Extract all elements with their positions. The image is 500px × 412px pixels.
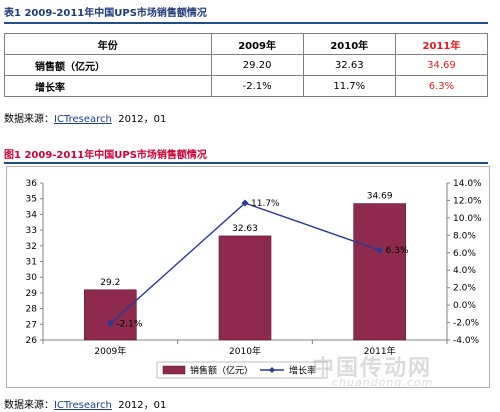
figure-top-rule bbox=[4, 162, 488, 164]
watermark-logo: 中国传动网 chuandong.com bbox=[312, 350, 492, 390]
table-cell: -2.1% bbox=[210, 75, 304, 97]
legend-bar-label: 销售额（亿元） bbox=[190, 365, 253, 377]
table-header-cell: 年份 bbox=[4, 33, 212, 55]
y-left-tick-label: 30 bbox=[26, 273, 38, 283]
bar-data-label: 34.69 bbox=[367, 192, 393, 202]
line-data-label: 6.3% bbox=[386, 246, 409, 256]
y-right-tick-label: 8.0% bbox=[453, 231, 476, 241]
y-left-tick-label: 35 bbox=[26, 195, 37, 205]
chart-frame: 26 27 28 29 30 31 32 33 34 35 36 -4.0% -2.0% 0.0% 2.0%… bbox=[6, 166, 490, 388]
table-cell: 32.63 bbox=[302, 54, 396, 76]
sales-growth-chart: 26 27 28 29 30 31 32 33 34 35 36 -4.0% -2.0% 0.0% 2.0%… bbox=[26, 179, 482, 379]
legend-line-label: 增长率 bbox=[289, 365, 316, 377]
table-row-label: 增长率 bbox=[4, 75, 212, 97]
y-left-tick-label: 28 bbox=[26, 305, 38, 315]
table-header-row: 年份 2009年 2010年 2011年 bbox=[4, 33, 489, 55]
table-row-label: 销售额（亿元） bbox=[4, 54, 212, 76]
growth-point bbox=[376, 246, 384, 254]
y-right-tick-label: 6.0% bbox=[453, 249, 476, 259]
y-left-tick-label: 26 bbox=[26, 336, 38, 346]
source-org: ICTresearch bbox=[54, 400, 112, 411]
source-date: 2012，01 bbox=[118, 114, 167, 125]
y-right-tick-label: 2.0% bbox=[453, 284, 476, 294]
table-header-cell: 2009年 bbox=[210, 33, 304, 55]
y-left-tick-label: 29 bbox=[26, 289, 38, 299]
source-prefix: 数据来源： bbox=[4, 400, 54, 411]
table-top-rule bbox=[4, 22, 488, 24]
bar bbox=[218, 235, 272, 341]
y-left-tick-label: 32 bbox=[26, 242, 37, 252]
sales-table: 年份 2009年 2010年 2011年 销售额（亿元） 29.20 32.63… bbox=[4, 33, 489, 97]
legend-line-marker bbox=[269, 367, 275, 373]
x-tick-label: 2011年 bbox=[364, 345, 396, 357]
bar bbox=[353, 203, 406, 341]
source-org: ICTresearch bbox=[54, 114, 112, 125]
y-right-tick-label: 10.0% bbox=[453, 214, 482, 224]
y-left-tick-label: 31 bbox=[26, 258, 37, 268]
watermark-text: 中国传动网 bbox=[312, 356, 433, 381]
y-right-tick-label: -4.0% bbox=[453, 336, 480, 346]
y-right-tick-label: -2.0% bbox=[453, 319, 480, 329]
y-left-tick-label: 33 bbox=[26, 226, 37, 236]
bar-data-label: 32.63 bbox=[232, 224, 258, 234]
figure-source: 数据来源：ICTresearch 2012，01 bbox=[4, 396, 166, 411]
figure-caption: 图1 2009-2011年中国UPS市场销售额情况 bbox=[4, 150, 207, 161]
table-source: 数据来源：ICTresearch 2012，01 bbox=[4, 110, 166, 125]
watermark-url: chuandong.com bbox=[332, 376, 434, 389]
table-header-cell: 2011年 bbox=[394, 33, 489, 55]
table-row: 增长率 -2.1% 11.7% 6.3% bbox=[4, 75, 489, 97]
y-right-tick-label: 12.0% bbox=[453, 196, 482, 206]
y-left-tick-label: 27 bbox=[26, 320, 37, 330]
table-header-cell: 2010年 bbox=[302, 33, 396, 55]
y-left-tick-label: 36 bbox=[26, 179, 38, 189]
y-right-tick-label: 4.0% bbox=[453, 266, 476, 276]
y-left-tick-label: 34 bbox=[26, 210, 38, 220]
legend-box bbox=[156, 361, 328, 379]
table-cell: 11.7% bbox=[302, 75, 396, 97]
line-data-label: -2.1% bbox=[116, 319, 143, 329]
growth-point bbox=[106, 319, 114, 327]
y-right-tick-label: 0.0% bbox=[453, 301, 476, 311]
table-row: 销售额（亿元） 29.20 32.63 34.69 bbox=[4, 54, 489, 76]
x-tick-label: 2009年 bbox=[94, 345, 126, 357]
table-cell: 34.69 bbox=[394, 54, 489, 76]
legend-bar-swatch bbox=[162, 365, 186, 375]
bar-data-label: 29.2 bbox=[100, 278, 120, 288]
x-tick-label: 2010年 bbox=[229, 345, 261, 357]
table-cell: 29.20 bbox=[210, 54, 304, 76]
bar bbox=[84, 289, 137, 341]
y-right-tick-label: 14.0% bbox=[453, 179, 482, 189]
source-date: 2012，01 bbox=[118, 400, 167, 411]
table-caption: 表1 2009-2011年中国UPS市场销售额情况 bbox=[4, 8, 207, 19]
growth-point bbox=[241, 199, 249, 207]
line-data-label: 11.7% bbox=[251, 199, 280, 209]
source-prefix: 数据来源： bbox=[4, 114, 54, 125]
table-cell: 6.3% bbox=[394, 75, 489, 97]
